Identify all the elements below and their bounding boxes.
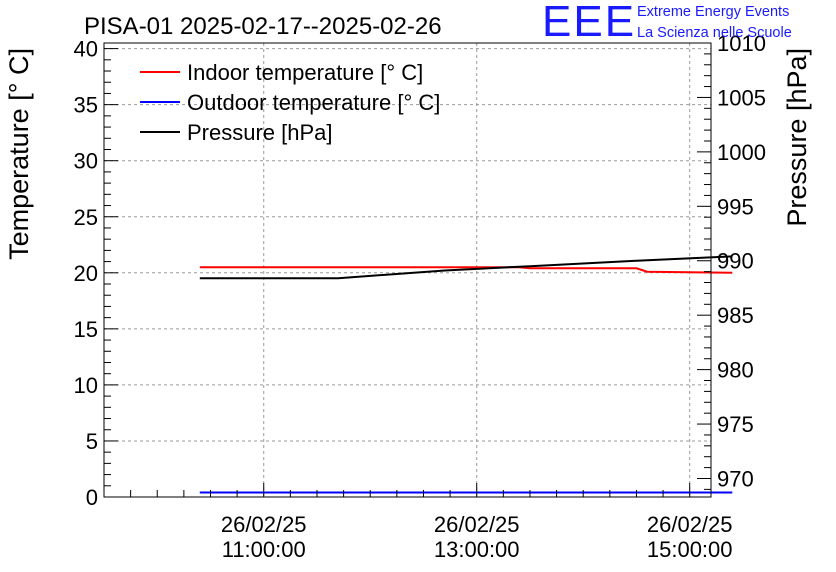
eee-logo: EEE <box>542 0 637 46</box>
y-right-tick-label: 970 <box>717 466 754 491</box>
logo-subtitle-1: Extreme Energy Events <box>637 4 790 20</box>
y-right-tick-label: 980 <box>717 358 754 383</box>
data-series <box>199 255 733 494</box>
legend-label: Outdoor temperature [° C] <box>187 90 440 115</box>
y-left-tick-label: 5 <box>86 429 98 454</box>
y-right-tick-label: 1005 <box>717 85 766 110</box>
legend: Indoor temperature [° C] Outdoor temperat… <box>140 60 440 145</box>
y-right-tick-label: 975 <box>717 412 754 437</box>
y-left-tick-label: 0 <box>86 485 98 510</box>
chart-title: PISA-01 2025-02-17--2025-02-26 <box>84 13 442 40</box>
y-left-tick-label: 40 <box>74 37 98 62</box>
x-tick-label-time: 11:00:00 <box>222 537 306 562</box>
x-tick-label-date: 26/02/25 <box>221 512 307 537</box>
x-tick-label-time: 15:00:00 <box>647 537 733 562</box>
y-right-tick-label: 1000 <box>717 140 766 165</box>
y-left-tick-label: 30 <box>74 149 98 174</box>
y-left-tick-label: 15 <box>74 317 98 342</box>
legend-label: Indoor temperature [° C] <box>187 60 423 85</box>
y-left-tick-label: 10 <box>74 373 98 398</box>
axes: 0 5 10 15 20 25 30 35 40 970 975 980 985 990 995 1000 10… <box>74 31 766 562</box>
y-axis-left-label: Temperature [° C] <box>4 48 34 260</box>
x-tick-label-time: 13:00:00 <box>434 537 520 562</box>
y-right-tick-label: 990 <box>717 249 754 274</box>
y-left-tick-label: 20 <box>74 261 98 286</box>
series-line-indoor <box>199 266 733 274</box>
x-tick-label-date: 26/02/25 <box>647 512 733 537</box>
y-right-tick-label: 985 <box>717 303 754 328</box>
y-axis-right-label: Pressure [hPa] <box>782 48 812 227</box>
series-line-pressure <box>199 255 733 280</box>
logo-subtitle-2: La Scienza nelle Scuole <box>637 25 792 41</box>
y-right-tick-label: 995 <box>717 194 754 219</box>
y-left-tick-label: 35 <box>74 93 98 118</box>
x-tick-label-date: 26/02/25 <box>434 512 520 537</box>
plot-frame <box>103 42 712 498</box>
y-left-tick-label: 25 <box>74 205 98 230</box>
y-right-tick-label: 1010 <box>717 31 766 56</box>
legend-label: Pressure [hPa] <box>187 120 333 145</box>
